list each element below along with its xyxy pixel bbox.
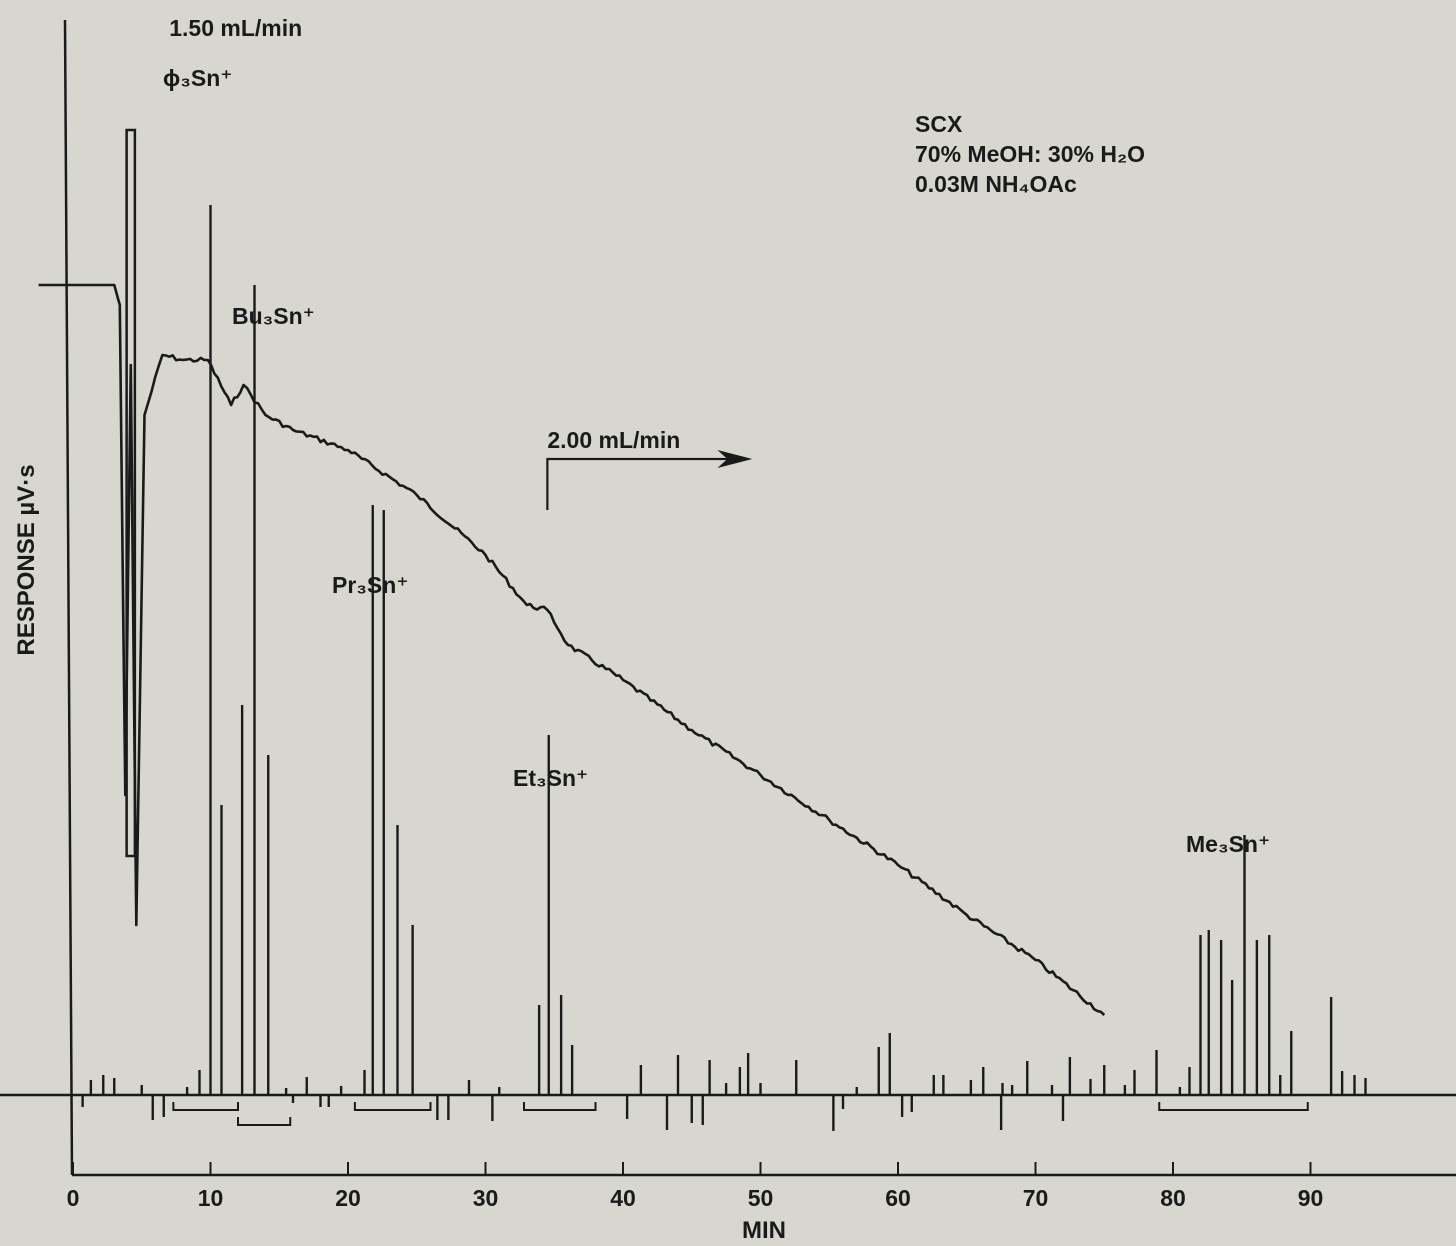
absorbance-trace xyxy=(38,283,1106,1016)
flow-change-arrow-head xyxy=(717,450,753,468)
solvent-front-box xyxy=(125,128,137,858)
spike-series xyxy=(81,205,1367,1131)
x-tick-label: 40 xyxy=(610,1185,636,1211)
peak-label: Pr₃Sn⁺ xyxy=(332,572,408,598)
peak-labels: ϕ₃Sn⁺ Bu₃Sn⁺ Pr₃Sn⁺ Et₃Sn⁺ Me₃Sn⁺ xyxy=(163,65,1270,857)
peak-label: Bu₃Sn⁺ xyxy=(232,303,315,329)
x-tick-label: 60 xyxy=(885,1185,911,1211)
x-tick-label: 30 xyxy=(473,1185,499,1211)
peak-label: ϕ₃Sn⁺ xyxy=(163,65,232,91)
x-tick-label: 20 xyxy=(335,1185,361,1211)
y-axis-line xyxy=(63,19,74,1176)
x-tick-label: 70 xyxy=(1023,1185,1049,1211)
x-tick-label: 0 xyxy=(67,1185,80,1211)
flow-rate-label-changed: 2.00 mL/min xyxy=(547,427,680,453)
condition-column: SCX xyxy=(915,111,963,137)
axes xyxy=(0,19,1456,1177)
fraction-bracket xyxy=(1158,1102,1309,1111)
absorbance-trace-group xyxy=(38,128,1106,1016)
condition-mobile-phase: 70% MeOH: 30% H₂O xyxy=(915,141,1145,167)
peak-label: Et₃Sn⁺ xyxy=(513,765,588,791)
x-tick-label: 80 xyxy=(1160,1185,1186,1211)
flow-change-arrow-line xyxy=(546,457,743,510)
x-tick-label: 10 xyxy=(198,1185,224,1211)
x-tick-label: 50 xyxy=(748,1185,774,1211)
flow-annotations: 1.50 mL/min 2.00 mL/min xyxy=(169,15,753,510)
fraction-bracket xyxy=(353,1102,432,1111)
y-axis-label: RESPONSE µV·s xyxy=(13,464,40,655)
flow-rate-label-initial: 1.50 mL/min xyxy=(169,15,302,41)
fraction-bracket xyxy=(523,1102,597,1111)
fraction-brackets xyxy=(172,1102,1309,1126)
condition-buffer: 0.03M NH₄OAc xyxy=(915,171,1077,197)
fraction-bracket xyxy=(237,1117,292,1126)
x-tick-labels: 0 10 20 30 40 50 60 70 80 90 xyxy=(67,1185,1324,1211)
x-axis-label: MIN xyxy=(742,1217,786,1241)
peak-label: Me₃Sn⁺ xyxy=(1186,831,1270,857)
fraction-bracket xyxy=(172,1102,239,1111)
x-tick-label: 90 xyxy=(1298,1185,1324,1211)
